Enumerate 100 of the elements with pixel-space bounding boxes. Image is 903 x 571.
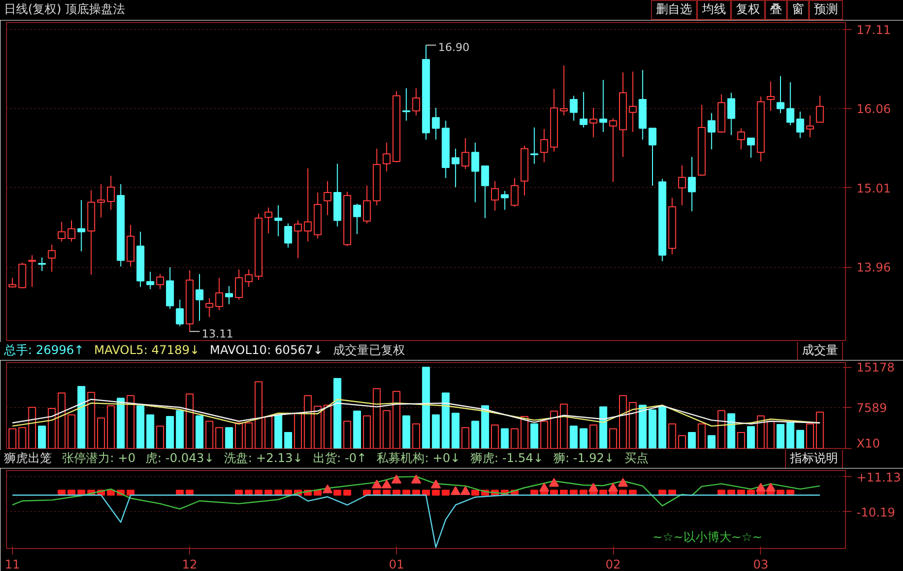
candlestick [58, 221, 66, 242]
annotation: ~☆~以小博大~☆~ [652, 530, 762, 544]
candlestick [678, 164, 686, 206]
candlestick [68, 220, 76, 242]
candlestick [205, 298, 214, 318]
x-tick-label: 12 [182, 558, 198, 571]
candlestick [766, 80, 775, 112]
candlestick [452, 148, 460, 188]
text: 私募机构: +0↓ [376, 450, 460, 468]
candlestick [628, 71, 637, 133]
text: 成交量 [797, 341, 843, 361]
candlestick [156, 274, 164, 290]
point [588, 482, 598, 492]
candlestick [362, 185, 371, 224]
candlestick [737, 128, 746, 150]
line-series [12, 476, 820, 510]
text: 预测 [809, 0, 843, 20]
y-tick-label: +11.13 [856, 470, 901, 484]
candlestick [234, 269, 243, 300]
text: 叠 [765, 0, 787, 20]
text: 窗 [787, 0, 809, 20]
point [549, 478, 560, 487]
point [391, 474, 402, 484]
x-tick-label: 11 [4, 558, 20, 571]
y-tick-label: 16.06 [856, 102, 891, 116]
candlestick [560, 65, 568, 116]
candlestick [481, 166, 490, 219]
candlestick [77, 200, 86, 252]
candlestick [580, 91, 588, 128]
candlestick [530, 126, 538, 164]
text: 狮: -1.92↓ [553, 450, 614, 468]
candlestick [796, 111, 804, 139]
candlestick [688, 156, 696, 212]
text: 虎: -0.043↓ [146, 450, 214, 468]
point [618, 478, 628, 487]
candlestick [294, 220, 302, 259]
candlestick [324, 180, 332, 216]
point [450, 486, 461, 495]
text: 指标说明 [785, 449, 843, 469]
candlestick [471, 142, 480, 203]
text: 狮虎: -1.54↓ [470, 450, 544, 468]
candlestick [786, 82, 794, 126]
point [411, 474, 422, 484]
candlestick [382, 142, 391, 172]
candlestick [196, 274, 204, 322]
candlestick [244, 269, 253, 288]
text: 复权 [731, 0, 765, 20]
annotation: 16.90 [438, 41, 470, 54]
candlestick [589, 107, 598, 138]
candlestick [353, 203, 362, 234]
candlestick [264, 207, 272, 234]
point [460, 486, 470, 495]
candlestick [225, 286, 233, 305]
text: 均线 [697, 0, 731, 20]
text: MAVOL10: 60567↓ [210, 342, 324, 360]
candlestick [510, 178, 519, 208]
candlestick [727, 92, 736, 136]
y-tick-label: X10 [856, 436, 880, 450]
text: 洗盘: +2.13↓ [224, 450, 303, 468]
candlestick [48, 244, 56, 272]
point [539, 482, 550, 492]
candlestick [106, 175, 115, 210]
y-tick-label: 17.11 [856, 22, 891, 37]
candlestick [599, 79, 608, 133]
point [382, 480, 392, 488]
candlestick [806, 114, 814, 138]
candlestick [776, 76, 784, 114]
candlestick [97, 184, 105, 218]
x-tick-label: 02 [605, 558, 621, 571]
candlestick [816, 95, 824, 123]
candlestick [412, 88, 420, 116]
text: 买点 [624, 450, 648, 468]
chart-title: 日线(复权) 顶底操盘法 [4, 1, 126, 18]
candlestick [18, 262, 26, 289]
candlestick [500, 190, 509, 210]
y-tick-label: 15178 [856, 360, 895, 374]
x-tick-label: 01 [388, 558, 404, 571]
candlestick [540, 128, 548, 163]
chart-subtitle: 成交量已复权 [333, 342, 406, 360]
y-tick-label: 13.96 [856, 260, 891, 275]
candlestick [490, 180, 499, 212]
point [756, 482, 766, 492]
point [430, 480, 441, 488]
point [372, 480, 382, 488]
text: 张停潜力: +0 [62, 450, 136, 468]
y-tick-label: 15.01 [856, 181, 891, 196]
point [322, 484, 333, 494]
candlestick [648, 128, 656, 186]
candlestick [146, 271, 154, 290]
y-tick-label: -10.19 [856, 505, 896, 520]
candlestick [28, 254, 36, 288]
candlestick [747, 138, 755, 158]
chart-title: 狮虎出笼 [4, 450, 52, 468]
line-series [12, 494, 820, 548]
point [766, 482, 776, 492]
text: MAVOL5: 47189↓ [94, 342, 200, 360]
candlestick [461, 138, 470, 170]
text: 总手: 26996↑ [4, 342, 84, 360]
x-tick-label: 03 [753, 558, 768, 571]
point [608, 482, 618, 492]
